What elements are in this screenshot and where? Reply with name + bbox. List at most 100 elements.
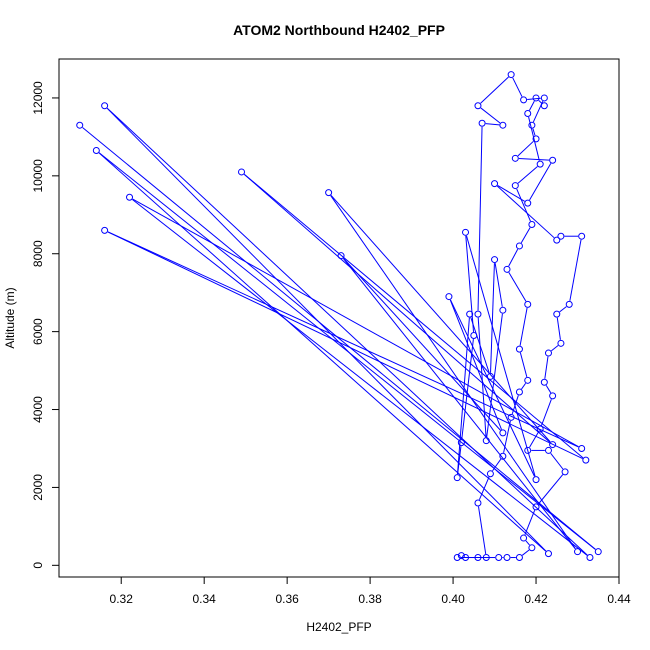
series-segment [518,158,550,161]
series-segment [478,476,490,500]
series-segment [537,474,564,505]
series-segment [528,116,540,161]
series-segment [480,107,501,124]
series-segment [508,248,519,267]
data-point [507,413,515,421]
x-axis: 0.32 0.34 0.36 0.38 0.40 0.42 0.44 [110,576,631,606]
data-point [544,349,552,357]
data-point [536,425,544,433]
data-point [536,160,544,168]
data-point [76,121,84,129]
series-segment [494,263,503,307]
x-tick-label: 0.36 [275,592,299,606]
series-segment [519,352,528,377]
series-segment [449,299,502,430]
data-point [470,332,478,340]
series-segment [545,385,552,394]
series-segment [478,506,487,555]
data-point [532,476,540,484]
series-segment [82,127,596,550]
x-tick-label: 0.40 [441,592,465,606]
series-segment [106,107,588,556]
series-segment [330,194,551,443]
data-point [540,378,548,386]
series-segment [503,420,511,453]
data-point [474,554,482,562]
data-point [101,102,109,110]
series-segment [343,258,501,431]
data-point [462,554,470,562]
data-point [515,242,523,250]
data-point [524,110,532,118]
data-point [499,121,507,129]
series-segment [107,231,579,448]
data-point [511,182,519,190]
data-point [520,96,528,104]
data-point [499,429,507,437]
data-point [553,310,561,318]
data-point [482,437,490,445]
data-point [557,232,565,240]
x-axis-label: H2402_PFP [306,620,371,634]
data-point [549,156,557,164]
series-segment [497,185,525,202]
y-tick-label: 10000 [31,159,45,193]
data-point [561,468,569,476]
series-segment [456,317,470,475]
data-point [520,534,528,542]
data-point [478,119,486,127]
x-tick-label: 0.44 [607,592,631,606]
series-segment [529,163,552,201]
data-point [532,135,540,143]
data-point [507,71,515,79]
series-segment [461,339,474,440]
data-point [482,554,490,562]
series-segment [569,239,582,301]
series-segment [550,452,564,470]
data-point [515,345,523,353]
y-tick-label: 6000 [31,318,45,345]
data-point [462,228,470,236]
y-tick-label: 4000 [31,396,45,423]
x-tick-label: 0.34 [193,592,217,606]
chart-title: ATOM2 Northbound H2402_PFP [233,22,445,38]
series-segment [516,188,531,222]
x-tick-label: 0.42 [524,592,548,606]
data-point [337,252,345,260]
series-segment [485,123,500,126]
series-segment [330,195,576,550]
x-tick-label: 0.32 [110,592,134,606]
data-point [524,446,532,454]
series-segment [551,345,559,352]
data-point [491,256,499,264]
data-point [528,121,536,129]
data-point [499,306,507,314]
series-segment [521,549,530,556]
data-point [486,470,494,478]
data-point [549,392,557,400]
data-point [457,439,465,447]
series-segment [106,107,547,552]
y-tick-label: 2000 [31,474,45,501]
data-point [557,339,565,347]
series-segment [342,258,576,550]
data-point [457,552,465,560]
series-segment [517,140,534,157]
data-point [491,180,499,188]
series-segment [243,173,551,443]
data-point [594,548,602,556]
data-point [549,441,557,449]
data-point [582,456,590,464]
data-point [544,550,552,558]
series-segment [480,76,509,104]
series-segment [528,100,535,111]
data-lines [82,76,596,559]
data-point [524,300,532,308]
data-points [76,71,602,562]
series-segment [98,152,547,552]
series-segment [529,431,539,448]
series-segment [532,128,536,136]
series-segment [132,198,579,448]
series-segment [521,382,527,390]
series-segment [512,77,523,97]
